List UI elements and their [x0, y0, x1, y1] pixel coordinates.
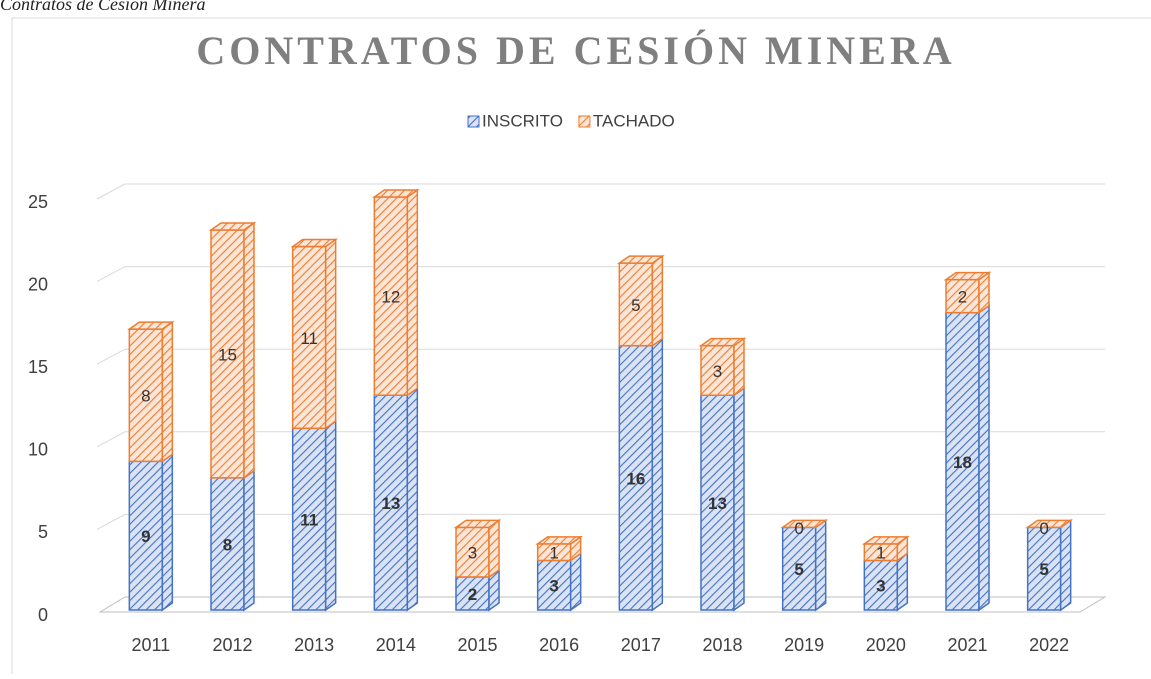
y-tick-label: 25 — [28, 192, 48, 212]
value-label: 0 — [1039, 519, 1048, 538]
value-label: 5 — [631, 296, 640, 315]
x-tick-label: 2019 — [784, 635, 824, 655]
bar-side — [569, 551, 582, 612]
bar-top — [943, 271, 992, 281]
floor — [98, 596, 1107, 613]
bar-side — [324, 238, 337, 430]
bar-top — [371, 189, 420, 198]
value-label: 16 — [626, 469, 645, 488]
y-tick-label: 5 — [38, 522, 48, 542]
chart-border — [11, 17, 1151, 679]
bar-top — [208, 222, 257, 231]
value-label: 3 — [876, 577, 885, 596]
bar-top — [126, 321, 175, 330]
x-tick-label: 2016 — [539, 635, 579, 655]
value-label: 2 — [468, 585, 477, 604]
x-tick-label: 2017 — [621, 635, 661, 655]
grid-line — [96, 513, 1105, 530]
bar — [945, 311, 980, 611]
bar — [128, 460, 164, 611]
bar-side — [243, 221, 255, 480]
bar — [373, 394, 409, 611]
legend-label: INSCRITO — [482, 111, 563, 130]
legend-swatch — [467, 115, 480, 128]
bar-side — [406, 188, 419, 397]
value-label: 3 — [468, 544, 477, 563]
value-label: 8 — [223, 535, 232, 554]
bar-top — [861, 536, 910, 545]
bar-side — [896, 551, 909, 612]
bar-side — [814, 518, 827, 612]
value-label: 8 — [141, 387, 150, 406]
bar — [210, 477, 245, 611]
bar-side — [406, 386, 419, 612]
value-label: 18 — [953, 453, 972, 472]
grid-line — [96, 431, 1105, 448]
value-label: 5 — [794, 560, 803, 579]
bar — [536, 559, 572, 611]
bar-side — [161, 320, 174, 463]
value-label: 1 — [876, 544, 885, 563]
bar-top — [616, 255, 665, 264]
bar — [618, 262, 654, 347]
value-label: 13 — [708, 494, 727, 513]
caption: Contratos de Cesión Minera — [0, 0, 206, 14]
bar — [700, 344, 735, 396]
bar-side — [243, 469, 255, 612]
bar-top — [290, 238, 339, 248]
y-tick-label: 15 — [28, 357, 48, 377]
bar-top — [453, 519, 502, 529]
bar-top — [535, 536, 584, 545]
value-label: 1 — [549, 544, 558, 563]
value-label: 3 — [549, 577, 558, 596]
y-tick-label: 0 — [38, 605, 48, 625]
x-tick-label: 2013 — [294, 635, 334, 655]
y-tick-label: 10 — [28, 440, 48, 460]
x-tick-label: 2020 — [866, 635, 906, 655]
bar — [700, 394, 735, 611]
bar-side — [651, 337, 664, 612]
legend-label: TACHADO — [593, 111, 675, 130]
x-tick-label: 2021 — [947, 635, 987, 655]
grid-line — [96, 183, 1105, 200]
bar-side — [488, 518, 500, 579]
grid-line — [96, 266, 1105, 283]
chart-title: CONTRATOS DE CESIÓN MINERA — [196, 28, 955, 73]
bar-side — [733, 386, 745, 612]
value-label: 11 — [300, 511, 318, 530]
y-tick-label: 20 — [28, 274, 48, 294]
bar-side — [978, 304, 990, 612]
bar-side — [651, 254, 664, 348]
value-label: 11 — [300, 329, 318, 348]
bar-side — [1059, 518, 1072, 612]
x-tick-label: 2022 — [1029, 635, 1069, 655]
bar — [618, 344, 654, 611]
bar-top — [698, 337, 747, 347]
bar — [455, 576, 490, 611]
grid-line — [96, 348, 1105, 365]
value-label: 13 — [381, 494, 400, 513]
value-label: 2 — [958, 288, 967, 307]
x-tick-label: 2012 — [212, 635, 252, 655]
x-tick-label: 2018 — [702, 635, 742, 655]
bar-side — [324, 419, 337, 612]
bar-top — [780, 519, 829, 529]
bar-side — [733, 337, 745, 397]
x-tick-label: 2014 — [376, 635, 416, 655]
value-label: 9 — [141, 527, 150, 546]
x-tick-label: 2015 — [457, 635, 497, 655]
bar — [291, 427, 327, 611]
value-label: 12 — [381, 288, 400, 307]
bar — [781, 526, 817, 611]
legend-swatch — [578, 115, 591, 128]
value-label: 0 — [794, 519, 803, 538]
bar — [455, 526, 490, 578]
bar-side — [161, 452, 174, 612]
x-tick-label: 2011 — [131, 635, 170, 655]
bar-top — [1025, 519, 1074, 529]
value-label: 5 — [1039, 560, 1048, 579]
value-label: 15 — [218, 345, 237, 364]
value-label: 3 — [713, 362, 722, 381]
